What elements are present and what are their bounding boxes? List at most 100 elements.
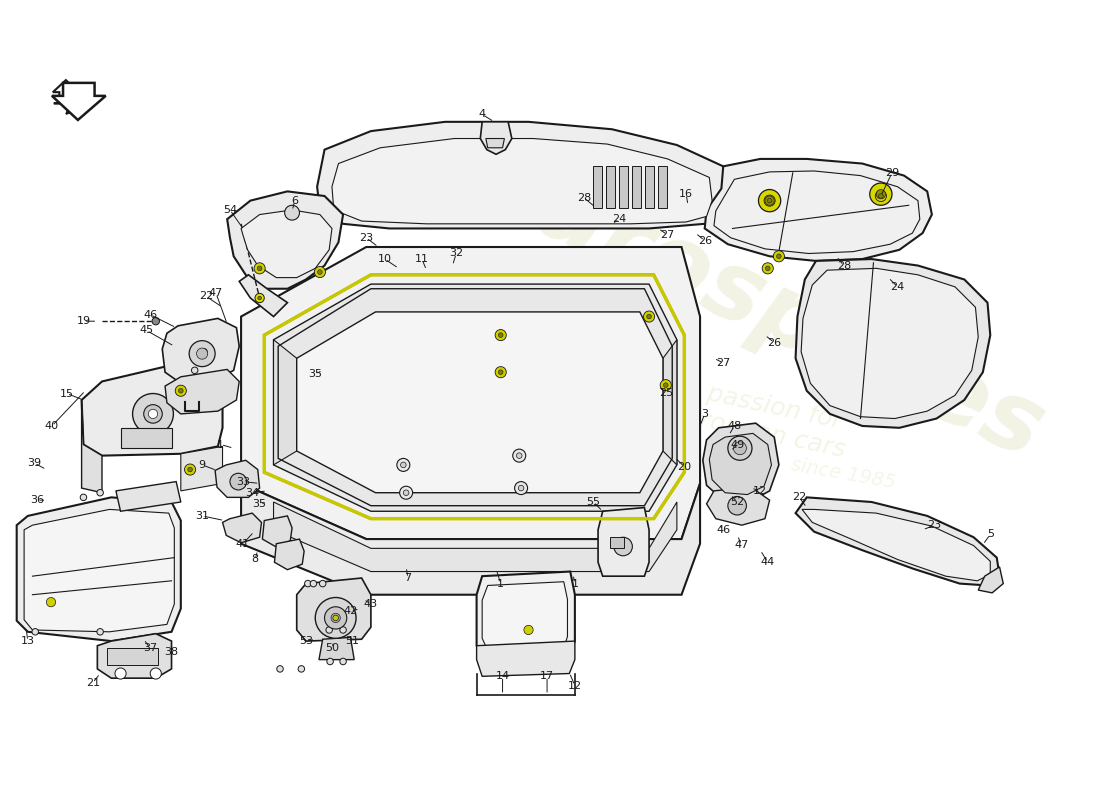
Circle shape — [876, 190, 887, 202]
Text: 13: 13 — [21, 636, 35, 646]
Text: 37: 37 — [143, 643, 157, 654]
Circle shape — [178, 389, 183, 393]
Circle shape — [144, 405, 163, 423]
Text: eurospares: eurospares — [462, 135, 1058, 479]
Text: 32: 32 — [449, 249, 463, 258]
Text: 15: 15 — [59, 389, 74, 398]
Circle shape — [298, 666, 305, 672]
Polygon shape — [795, 259, 990, 428]
Polygon shape — [714, 171, 920, 254]
Polygon shape — [239, 275, 287, 317]
Text: 12: 12 — [568, 681, 582, 690]
Polygon shape — [801, 268, 978, 418]
Text: 35: 35 — [308, 369, 322, 379]
Text: 10: 10 — [377, 254, 392, 264]
Text: 1: 1 — [217, 439, 224, 450]
Circle shape — [728, 497, 747, 515]
Text: 23: 23 — [927, 520, 942, 530]
Polygon shape — [241, 483, 700, 594]
Circle shape — [200, 349, 207, 355]
Circle shape — [644, 311, 654, 322]
Circle shape — [331, 614, 340, 622]
Polygon shape — [121, 428, 172, 448]
Circle shape — [768, 198, 772, 203]
Circle shape — [151, 668, 162, 679]
Text: 1: 1 — [571, 578, 579, 589]
Polygon shape — [978, 567, 1003, 593]
Text: 42: 42 — [343, 606, 358, 617]
Polygon shape — [710, 434, 771, 494]
Circle shape — [255, 294, 264, 302]
Text: 50: 50 — [324, 643, 339, 654]
Polygon shape — [297, 578, 371, 641]
Polygon shape — [482, 582, 568, 650]
Polygon shape — [802, 510, 990, 581]
Text: 35: 35 — [253, 499, 266, 509]
Text: 45: 45 — [140, 326, 154, 335]
Bar — [658, 166, 667, 208]
Polygon shape — [180, 446, 222, 491]
Polygon shape — [98, 634, 172, 678]
Text: 54: 54 — [223, 205, 236, 215]
Circle shape — [188, 467, 192, 472]
Bar — [619, 166, 628, 208]
Text: 14: 14 — [495, 671, 509, 682]
Circle shape — [152, 318, 160, 325]
Circle shape — [327, 658, 333, 665]
Circle shape — [877, 190, 886, 198]
Circle shape — [660, 380, 671, 390]
Circle shape — [764, 196, 774, 206]
Text: 21: 21 — [86, 678, 100, 688]
Polygon shape — [275, 539, 304, 570]
Circle shape — [766, 266, 770, 270]
Circle shape — [777, 254, 781, 258]
Circle shape — [879, 194, 883, 198]
Polygon shape — [481, 122, 512, 154]
Circle shape — [316, 598, 356, 638]
Circle shape — [326, 626, 332, 633]
Circle shape — [764, 195, 776, 206]
Text: a passion for
european cars: a passion for european cars — [667, 374, 854, 462]
Bar — [593, 166, 602, 208]
Circle shape — [175, 385, 186, 396]
Text: 46: 46 — [143, 310, 157, 320]
Polygon shape — [332, 138, 712, 224]
Circle shape — [285, 206, 299, 220]
Text: 28: 28 — [578, 193, 592, 203]
Circle shape — [762, 262, 773, 274]
Circle shape — [318, 270, 322, 274]
Polygon shape — [81, 400, 102, 493]
Circle shape — [663, 383, 668, 387]
Bar — [610, 538, 624, 548]
Polygon shape — [53, 80, 79, 103]
Circle shape — [310, 580, 317, 587]
Polygon shape — [52, 83, 106, 120]
Circle shape — [518, 486, 524, 491]
Text: 8: 8 — [252, 554, 258, 565]
Polygon shape — [241, 247, 700, 539]
Text: 25: 25 — [659, 387, 673, 398]
Circle shape — [498, 370, 503, 374]
Bar — [107, 649, 157, 665]
Polygon shape — [598, 507, 649, 576]
Text: 7: 7 — [405, 573, 411, 583]
Text: 27: 27 — [716, 358, 730, 368]
Text: 47: 47 — [735, 540, 749, 550]
Polygon shape — [165, 370, 239, 414]
Circle shape — [254, 262, 265, 274]
Polygon shape — [263, 516, 293, 546]
Circle shape — [734, 442, 747, 454]
Polygon shape — [703, 423, 779, 502]
Text: 11: 11 — [415, 254, 429, 264]
Polygon shape — [222, 513, 262, 542]
Text: 48: 48 — [727, 421, 741, 431]
Circle shape — [728, 436, 752, 460]
Text: 46: 46 — [716, 525, 730, 535]
Text: 31: 31 — [195, 511, 209, 521]
Circle shape — [498, 333, 503, 338]
Text: 12: 12 — [754, 486, 768, 496]
Circle shape — [185, 464, 196, 475]
Circle shape — [315, 266, 326, 278]
Text: 24: 24 — [613, 214, 627, 224]
Polygon shape — [163, 318, 239, 383]
